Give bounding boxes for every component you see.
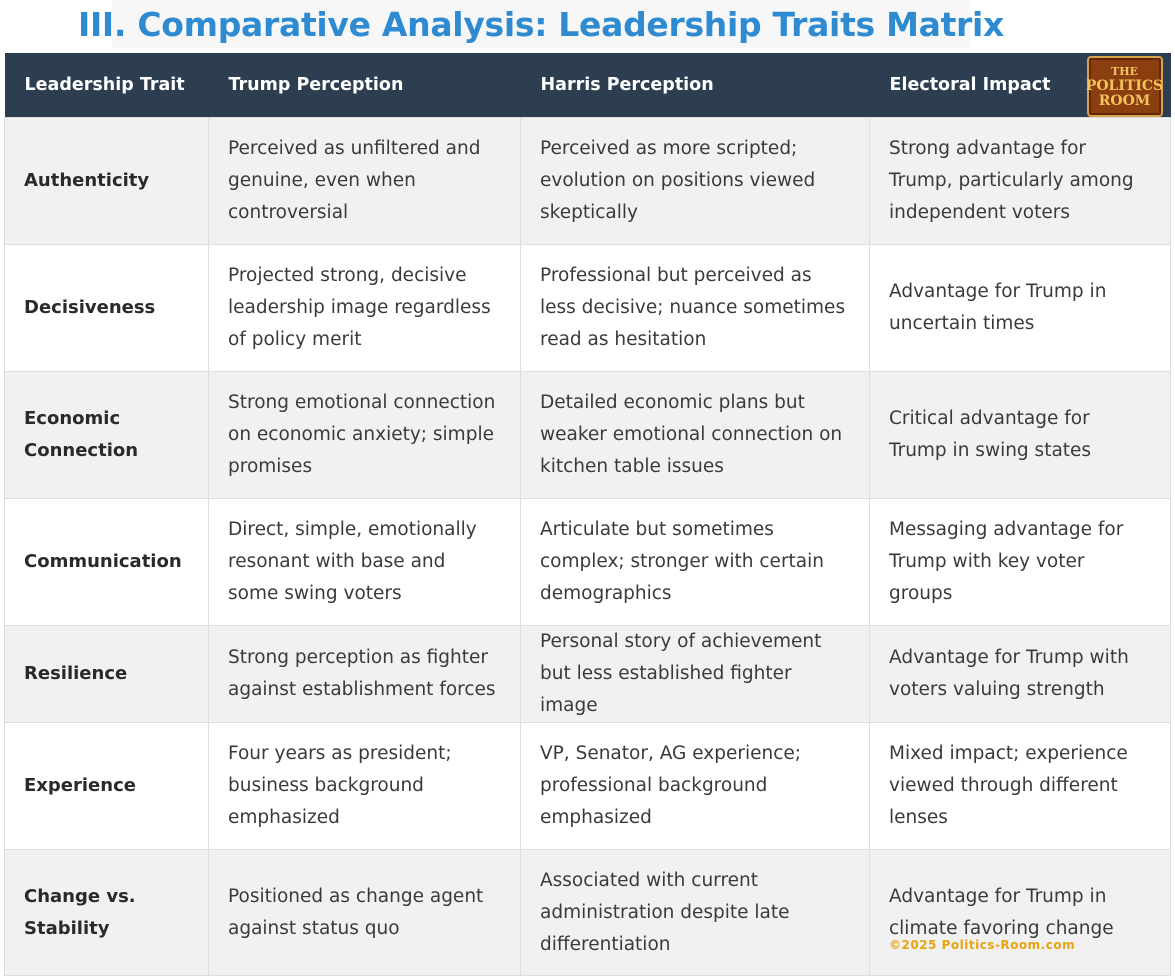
politics-room-logo: THE POLITICS ROOM xyxy=(1085,56,1164,117)
harris-perception-cell: Articulate but sometimes complex; strong… xyxy=(520,498,870,626)
electoral-impact-cell: Advantage for Trump in climate favoring … xyxy=(869,849,1171,976)
column-header-trait: Leadership Trait xyxy=(4,53,209,118)
trait-cell: Change vs. Stability xyxy=(4,849,209,976)
column-header-harris: Harris Perception xyxy=(520,53,870,118)
table-row: Experience Four years as president; busi… xyxy=(4,722,1171,850)
logo-line-3: ROOM xyxy=(1098,93,1151,109)
harris-perception-cell: Perceived as more scripted; evolution on… xyxy=(520,117,870,245)
electoral-impact-cell: Critical advantage for Trump in swing st… xyxy=(869,371,1171,499)
title-banner: III. Comparative Analysis: Leadership Tr… xyxy=(78,0,1004,48)
column-header-impact: Electoral Impact THE POLITICS ROOM xyxy=(869,53,1171,118)
table-row: Authenticity Perceived as unfiltered and… xyxy=(4,117,1171,245)
electoral-impact-cell: Mixed impact; experience viewed through … xyxy=(869,722,1171,850)
table-header-row: Leadership Trait Trump Perception Harris… xyxy=(4,53,1171,118)
trait-cell: Authenticity xyxy=(4,117,209,245)
trait-cell: Decisiveness xyxy=(4,244,209,372)
trump-perception-cell: Direct, simple, emotionally resonant wit… xyxy=(208,498,521,626)
logo-line-2: POLITICS xyxy=(1085,78,1164,94)
trump-perception-cell: Strong emotional connection on economic … xyxy=(208,371,521,499)
copyright-notice: ©2025 Politics-Room.com xyxy=(889,938,1076,952)
table-row: Decisiveness Projected strong, decisive … xyxy=(4,244,1171,372)
trump-perception-cell: Perceived as unfiltered and genuine, eve… xyxy=(208,117,521,245)
harris-perception-cell: Associated with current administration d… xyxy=(520,849,870,976)
table-row: Communication Direct, simple, emotionall… xyxy=(4,498,1171,626)
harris-perception-cell: VP, Senator, AG experience; professional… xyxy=(520,722,870,850)
electoral-impact-cell: Advantage for Trump in uncertain times xyxy=(869,244,1171,372)
trait-cell: Economic Connection xyxy=(4,371,209,499)
trait-cell: Communication xyxy=(4,498,209,626)
trump-perception-cell: Strong perception as fighter against est… xyxy=(208,625,521,723)
page-title: III. Comparative Analysis: Leadership Tr… xyxy=(77,4,1005,44)
trait-cell: Resilience xyxy=(4,625,209,723)
harris-perception-cell: Personal story of achievement but less e… xyxy=(520,625,870,723)
table-row: Economic Connection Strong emotional con… xyxy=(4,371,1171,499)
harris-perception-cell: Detailed economic plans but weaker emoti… xyxy=(520,371,870,499)
electoral-impact-cell: Messaging advantage for Trump with key v… xyxy=(869,498,1171,626)
electoral-impact-text: Advantage for Trump in climate favoring … xyxy=(889,885,1114,939)
table-row: Resilience Strong perception as fighter … xyxy=(4,625,1171,723)
trump-perception-cell: Projected strong, decisive leadership im… xyxy=(208,244,521,372)
column-header-trump: Trump Perception xyxy=(208,53,521,118)
leadership-traits-table: Leadership Trait Trump Perception Harris… xyxy=(4,53,1171,976)
harris-perception-cell: Professional but perceived as less decis… xyxy=(520,244,870,372)
trump-perception-cell: Four years as president; business backgr… xyxy=(208,722,521,850)
logo-line-1: THE xyxy=(1111,65,1138,78)
trait-cell: Experience xyxy=(4,722,209,850)
trump-perception-cell: Positioned as change agent against statu… xyxy=(208,849,521,976)
electoral-impact-cell: Strong advantage for Trump, particularly… xyxy=(869,117,1171,245)
column-header-impact-label: Electoral Impact xyxy=(889,75,1051,95)
table-row: Change vs. Stability Positioned as chang… xyxy=(4,849,1171,976)
electoral-impact-cell: Advantage for Trump with voters valuing … xyxy=(869,625,1171,723)
